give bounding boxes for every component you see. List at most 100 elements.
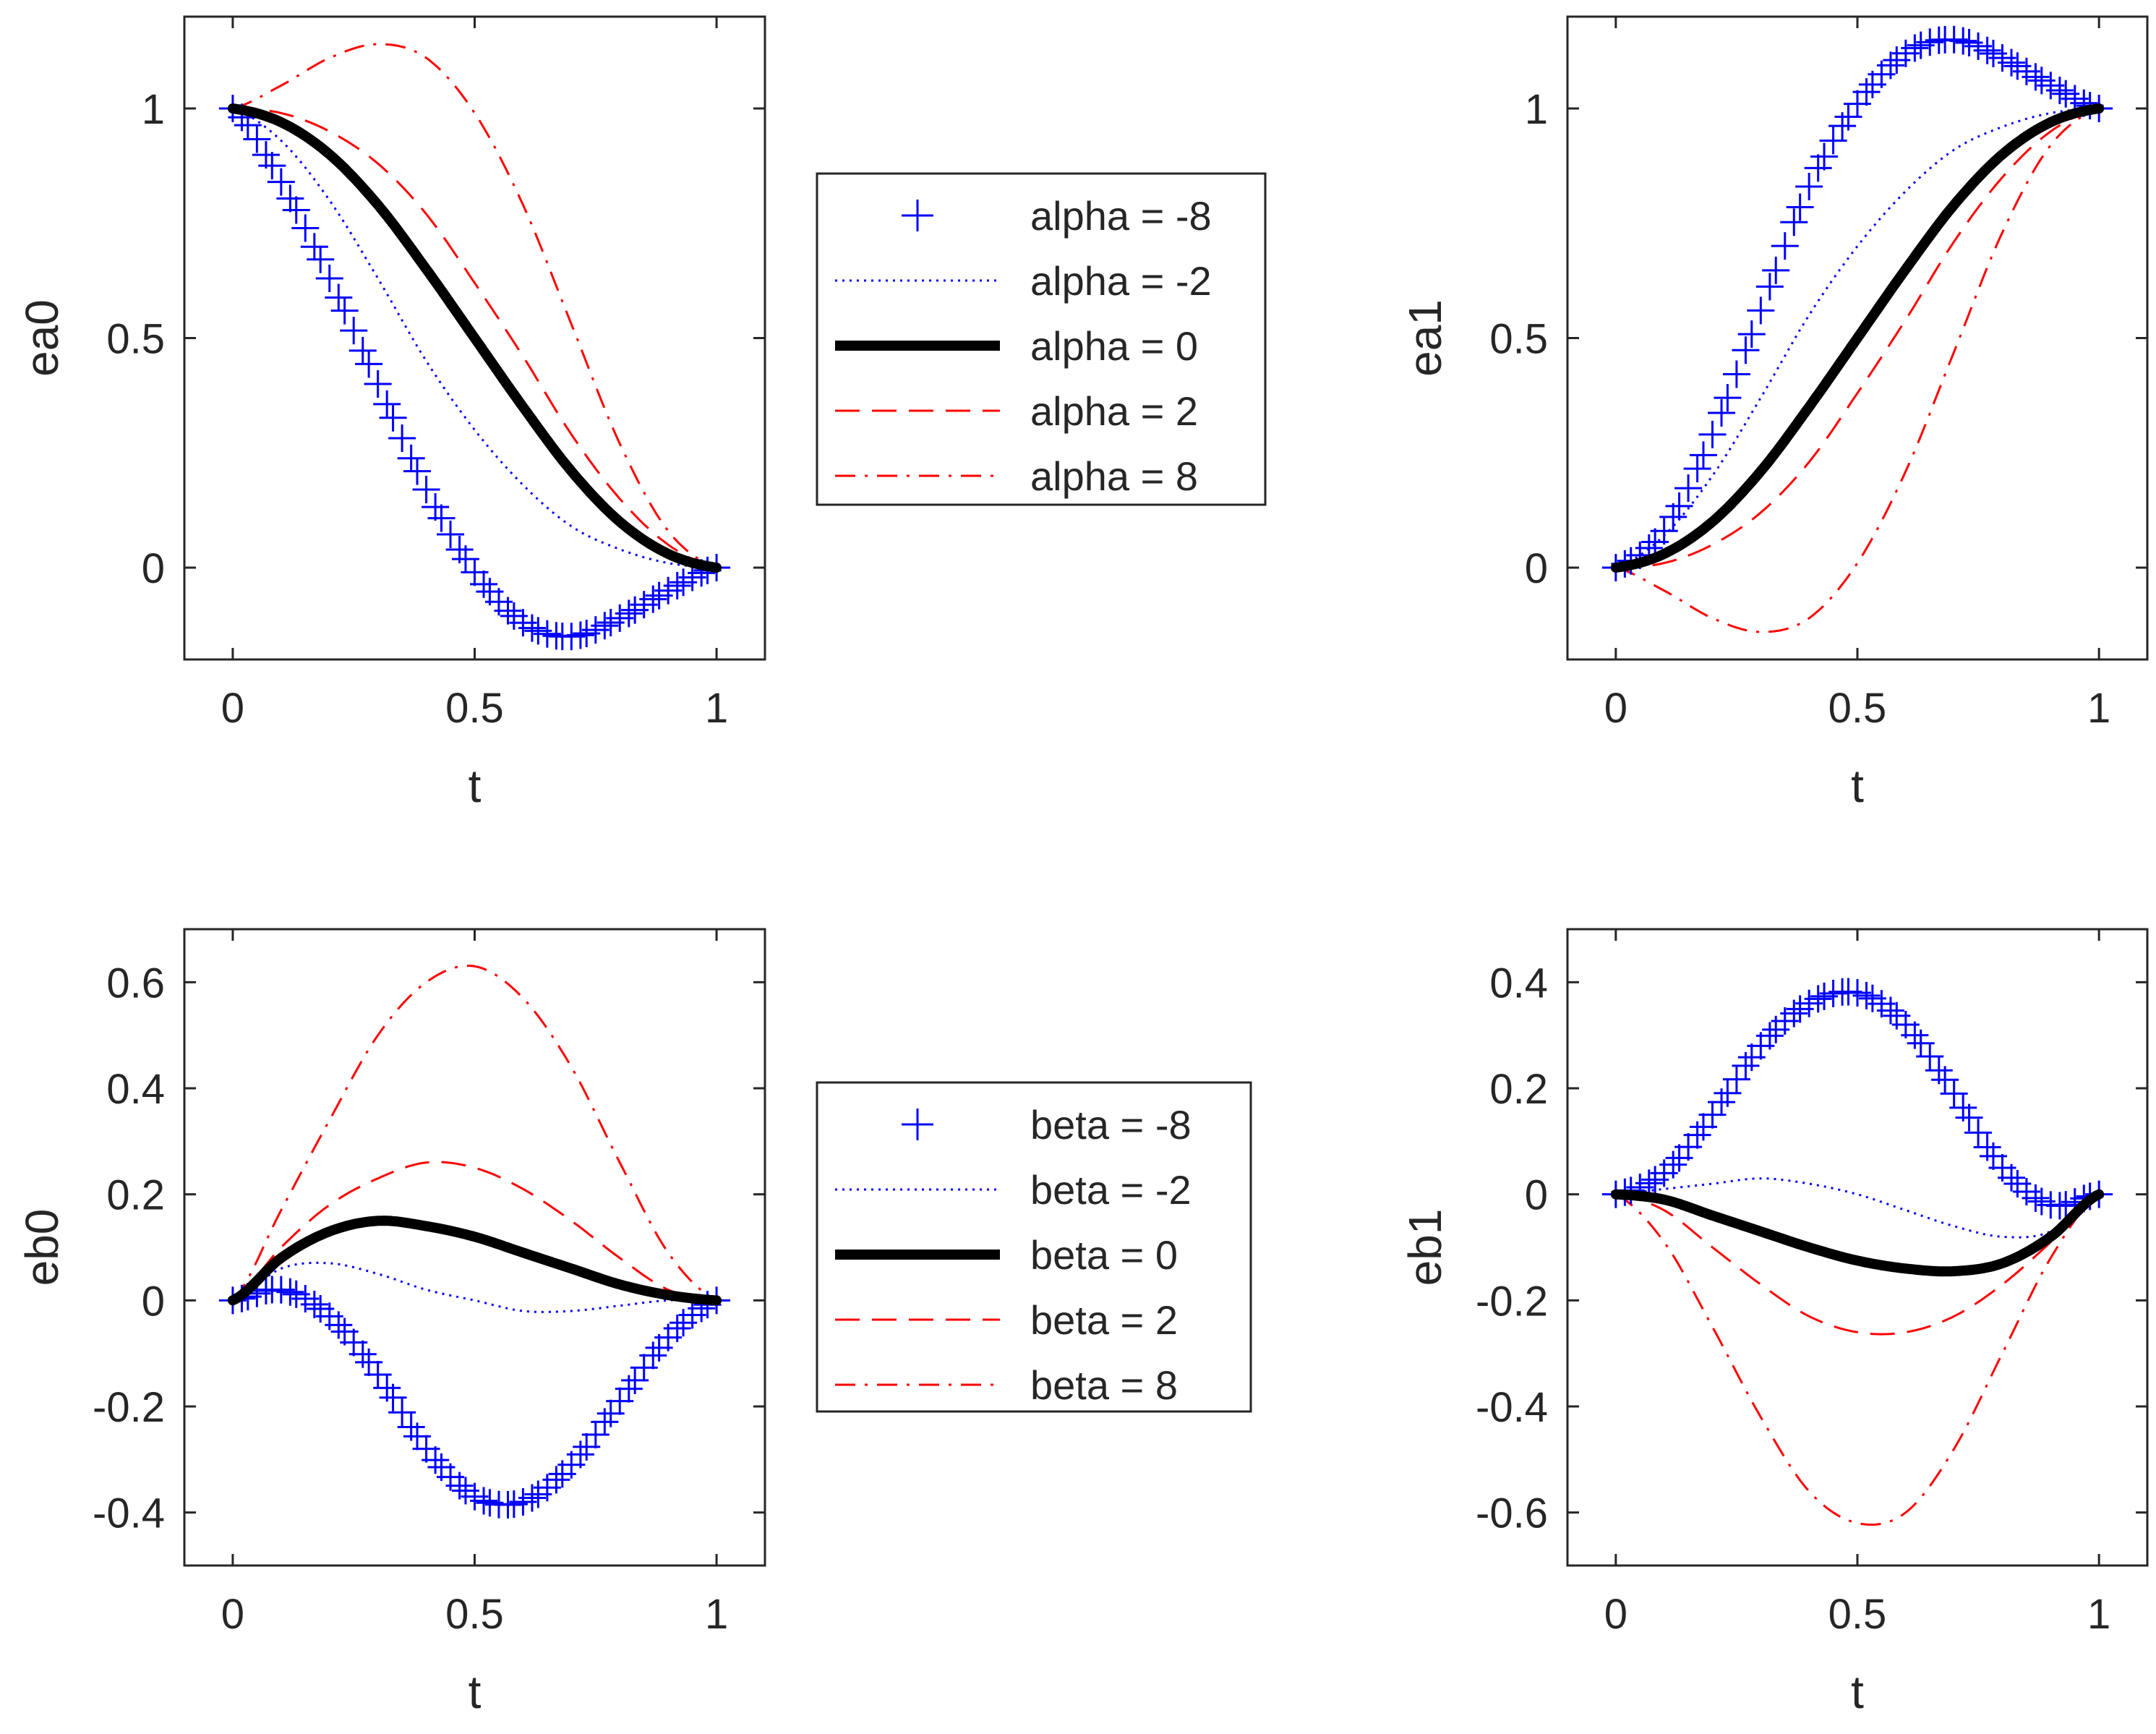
data-point: [566, 621, 594, 649]
series-eb0-minus8: [218, 1276, 731, 1519]
x-axis-label: t: [469, 1666, 482, 1718]
data-point: [252, 141, 280, 169]
data-point: [1931, 1066, 1959, 1094]
y-tick-label: 0: [1525, 1172, 1548, 1219]
data-point: [639, 1341, 667, 1370]
series-eb1-zero: [1610, 1189, 2105, 1277]
series-ea0-minus2: [232, 107, 717, 569]
data-point: [291, 214, 320, 242]
chart-ea1: 0 0.5 1 0 0.5 1 t ea1: [1399, 15, 2149, 812]
x-axis-label: t: [469, 760, 482, 812]
series-eb0-minus2: [232, 1261, 717, 1313]
data-point: [470, 1487, 498, 1515]
y-tick-label: 0: [142, 1278, 165, 1325]
x-tick-label: 0: [1604, 1591, 1627, 1638]
series-ea1-minus8: [1601, 25, 2113, 581]
data-point: [1714, 384, 1742, 412]
data-point: [2022, 63, 2050, 91]
y-tick-label: 0: [142, 545, 165, 592]
data-point: [388, 1398, 416, 1427]
legend-label: alpha = -8: [1030, 193, 1212, 239]
series-ea0-zero: [227, 103, 722, 573]
series-ea1-plus8: [1615, 107, 2100, 633]
data-point: [355, 350, 383, 378]
x-tick-label: 1: [2087, 1591, 2110, 1638]
data-point: [379, 1383, 407, 1411]
series-ea0-minus8: [218, 95, 731, 651]
data-point: [1786, 193, 1814, 221]
data-point: [1780, 999, 1808, 1028]
y-tick-label: 0: [1525, 545, 1548, 592]
data-point: [1780, 208, 1808, 236]
data-point: [1949, 27, 1977, 55]
data-point: [1901, 1021, 1929, 1049]
legend-label: beta = 8: [1030, 1362, 1178, 1408]
series-eb1-minus2: [1615, 1177, 2100, 1239]
data-point: [663, 1315, 691, 1343]
x-axis-label: t: [1851, 1666, 1864, 1718]
data-point: [1819, 127, 1847, 155]
y-axis-label: ea1: [1399, 299, 1451, 377]
data-point: [1852, 981, 1881, 1009]
y-tick-label: 0.5: [1489, 316, 1548, 363]
series-group: [218, 43, 731, 651]
series-ea0-plus2: [232, 107, 717, 569]
x-tick-label: 0.5: [1828, 1591, 1887, 1638]
data-point: [566, 1440, 594, 1469]
data-point: [243, 125, 271, 153]
series-eb1-plus2: [1615, 1193, 2100, 1336]
data-point: [373, 390, 401, 418]
data-point: [300, 1290, 328, 1318]
x-axis-label: t: [1851, 760, 1864, 812]
legend-label: alpha = -2: [1030, 258, 1212, 304]
data-point: [1916, 1043, 1944, 1070]
data-point: [325, 1311, 353, 1339]
data-point: [307, 245, 335, 273]
series-ea1-zero: [1610, 103, 2105, 573]
data-point: [2045, 77, 2074, 105]
data-point: [422, 493, 450, 521]
data-point: [1810, 142, 1839, 171]
legend-box: [816, 172, 1267, 506]
data-point: [518, 1484, 546, 1512]
data-point: [1708, 399, 1736, 427]
data-point: [388, 424, 416, 453]
data-point: [325, 283, 353, 312]
y-tick-label: 0.5: [106, 316, 165, 363]
legend-ea0: alpha = -8 alpha = -2 alpha = 0 alpha = 2 al…: [816, 172, 1267, 506]
legend-label: alpha = 8: [1030, 453, 1198, 499]
data-point: [1755, 1022, 1784, 1050]
y-tick-label: 1: [1525, 86, 1548, 133]
data-point: [1698, 420, 1727, 448]
data-point: [276, 184, 304, 213]
legend-swatch: [902, 1109, 933, 1140]
y-tick-label: 0.4: [106, 1066, 165, 1113]
legend-swatch: [902, 200, 933, 231]
data-point: [422, 1446, 450, 1474]
data-point: [518, 614, 546, 642]
data-point: [1804, 154, 1832, 182]
data-point: [1852, 78, 1881, 106]
y-tick-label: 1: [142, 86, 165, 133]
series-group: [1601, 25, 2113, 633]
y-tick-label: 0.4: [1489, 960, 1548, 1007]
legend-label: alpha = 2: [1030, 388, 1198, 434]
series-ea0-plus8: [232, 43, 717, 569]
data-point: [427, 504, 455, 532]
y-tick-label: -0.4: [93, 1490, 165, 1537]
series-eb0-plus2: [232, 1161, 717, 1302]
data-point: [1722, 360, 1750, 388]
x-tick-label: 0: [221, 685, 244, 732]
x-tick-label: 0: [221, 1591, 244, 1638]
x-tick-label: 0.5: [445, 1591, 504, 1638]
data-point: [379, 403, 407, 432]
y-tick-label: -0.6: [1476, 1490, 1548, 1537]
y-axis-label: ea0: [16, 299, 68, 377]
data-point: [1683, 455, 1711, 483]
data-point: [315, 264, 343, 292]
data-point: [403, 457, 432, 485]
series-group: [1601, 978, 2113, 1526]
legend-label: beta = -2: [1030, 1167, 1192, 1213]
